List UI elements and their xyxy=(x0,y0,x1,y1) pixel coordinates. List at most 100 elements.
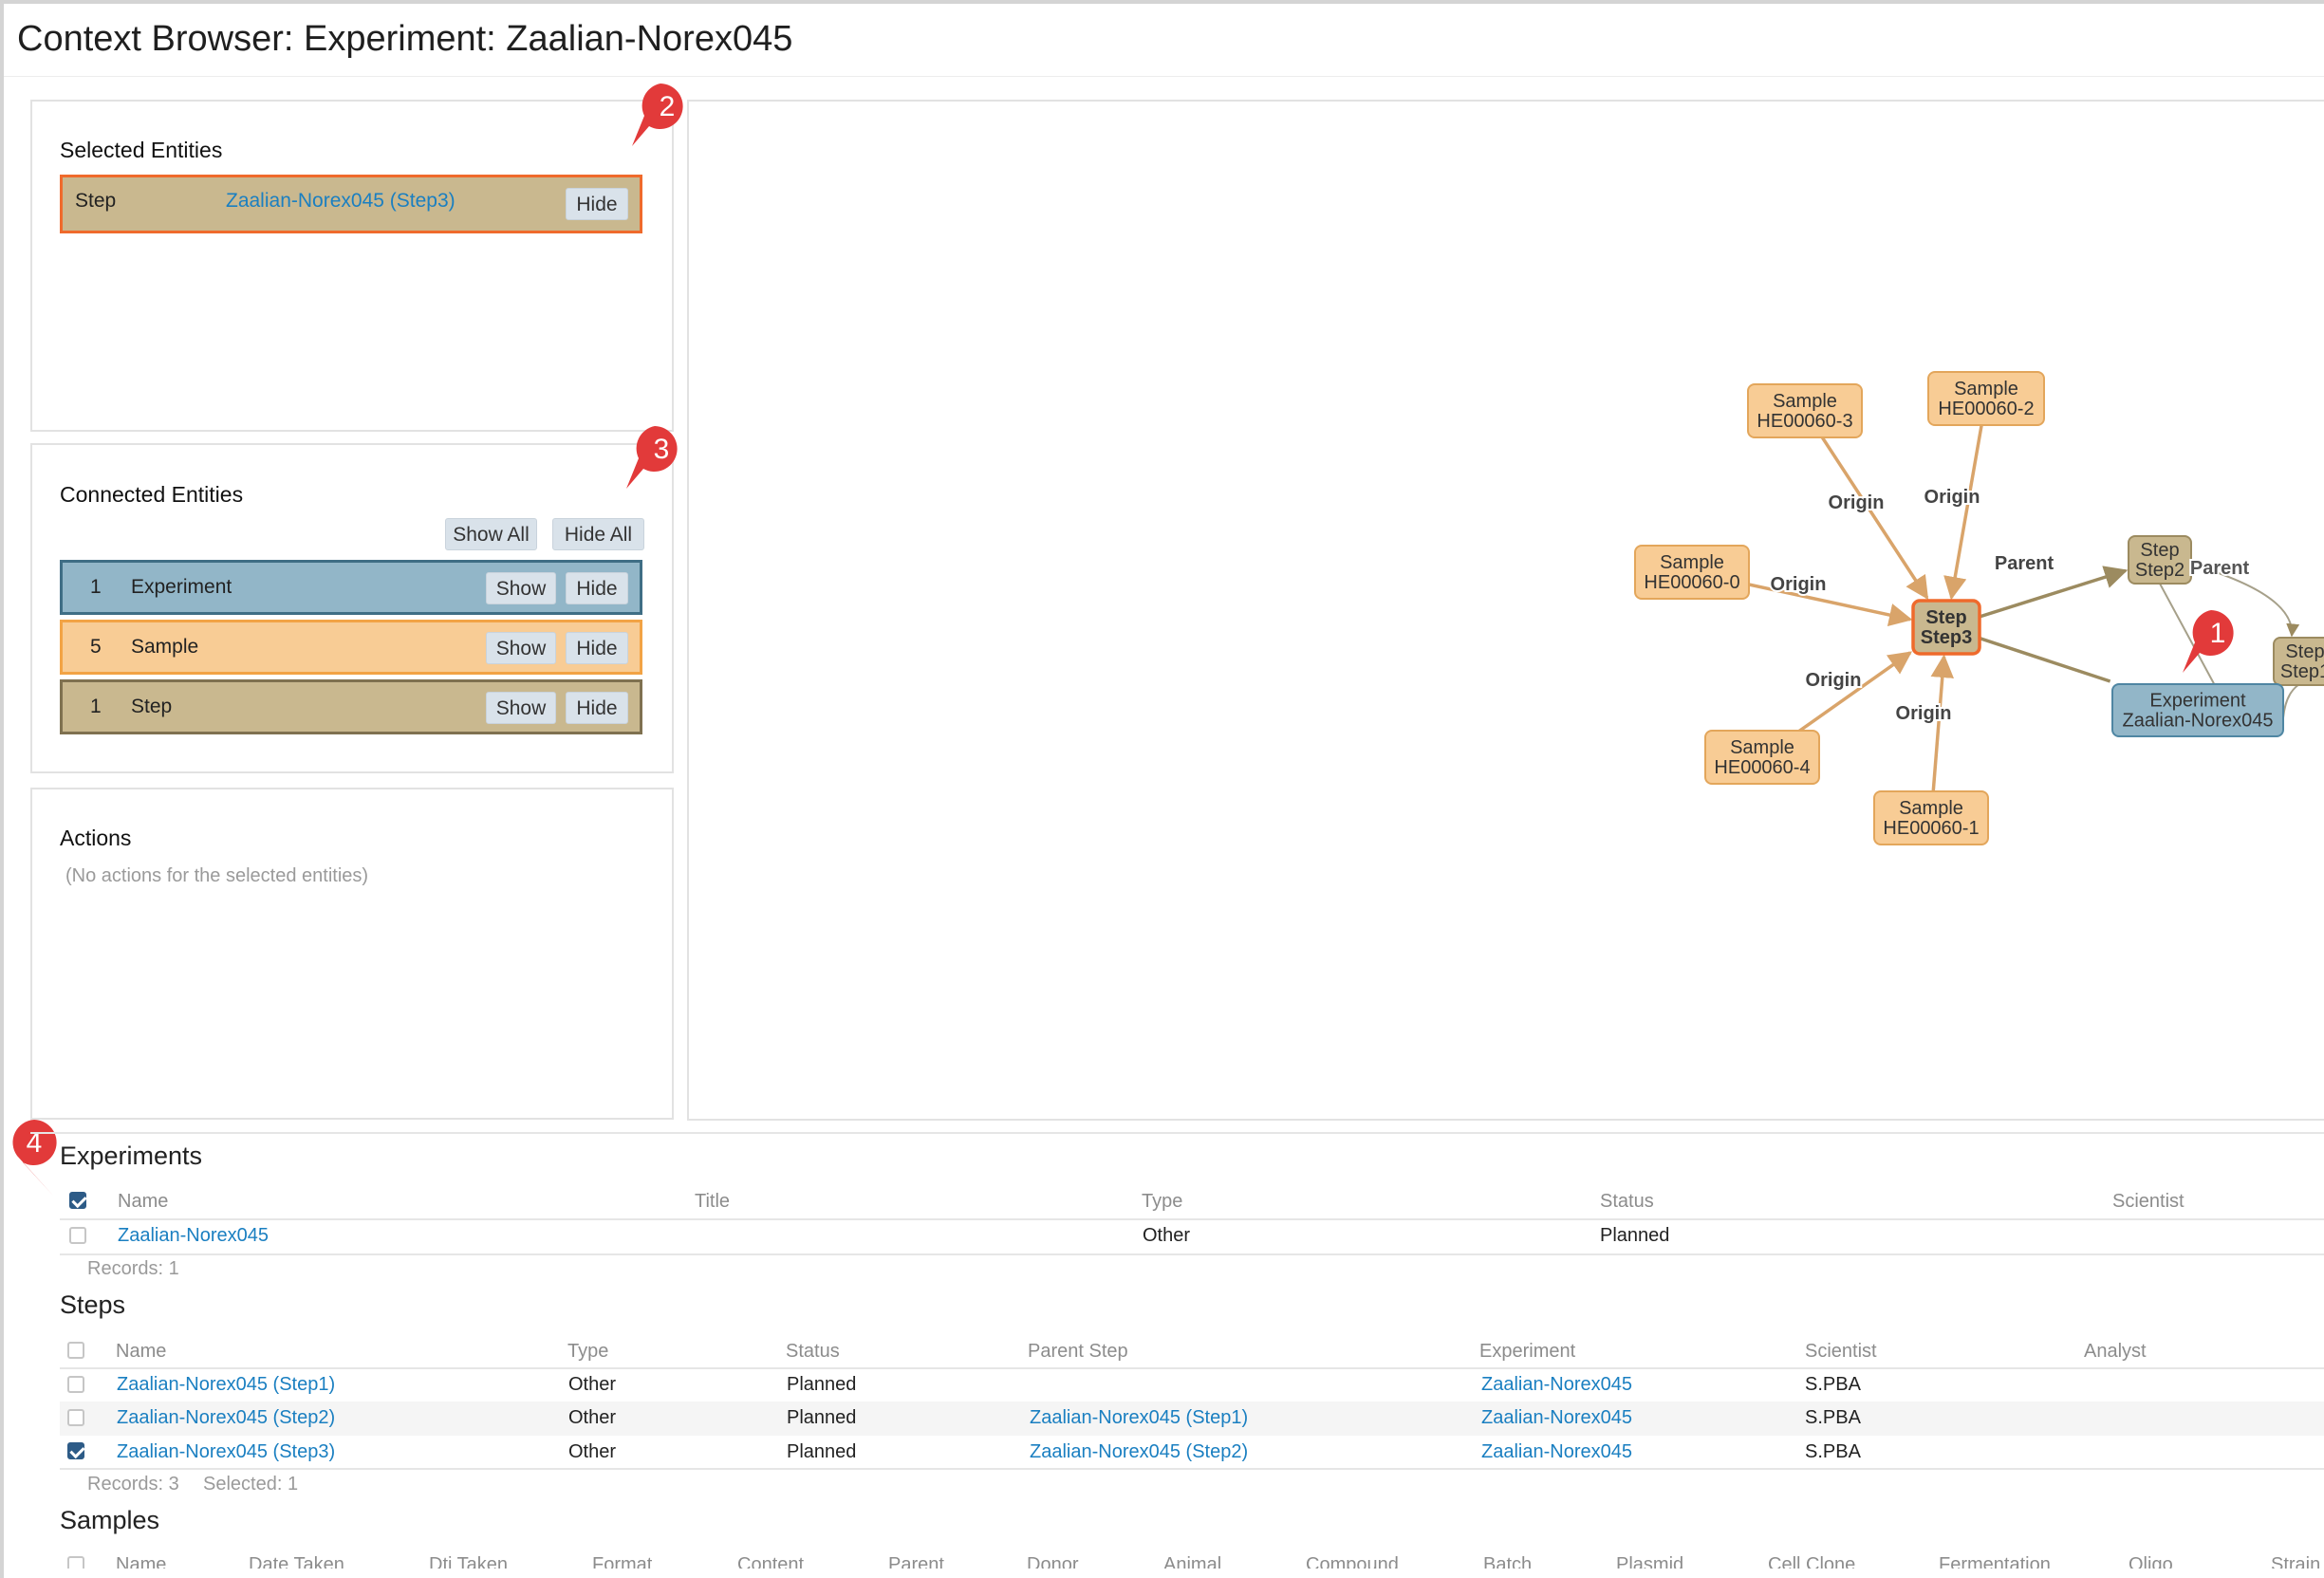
graph-node-box[interactable] xyxy=(1747,383,1863,438)
samples-grid-title: Samples xyxy=(60,1506,160,1534)
graph-node-box[interactable] xyxy=(2128,535,2192,585)
step-experiment-link[interactable]: Zaalian-Norex045 xyxy=(1481,1441,1632,1462)
samples-col-cell-clone[interactable]: Cell Clone xyxy=(1768,1554,1856,1569)
samples-col-compound[interactable]: Compound xyxy=(1306,1554,1399,1569)
steps-col-scientist[interactable]: Scientist xyxy=(1805,1341,1877,1362)
show-sample-button[interactable]: Show xyxy=(486,632,556,664)
steps-col-name[interactable]: Name xyxy=(116,1341,167,1362)
graph-node-box[interactable] xyxy=(1634,545,1750,600)
step-status: Planned xyxy=(787,1441,857,1462)
graph-node-name: HE00060-0 xyxy=(1644,572,1739,593)
samples-col-content[interactable]: Content xyxy=(737,1554,805,1569)
step-row-checkbox[interactable] xyxy=(67,1409,84,1426)
steps-col-status[interactable]: Status xyxy=(786,1341,840,1362)
steps-grid-title: Steps xyxy=(60,1290,126,1319)
selected-entity-row[interactable]: Step Zaalian-Norex045 (Step3) xyxy=(60,175,642,233)
hide-all-button[interactable]: Hide All xyxy=(552,518,644,550)
samples-col-animal[interactable]: Animal xyxy=(1163,1554,1222,1569)
samples-select-all-checkbox[interactable] xyxy=(67,1556,84,1569)
experiments-grid-title: Experiments xyxy=(60,1142,203,1170)
graph-node-type: Sample xyxy=(1660,552,1724,573)
hide-experiment-button[interactable]: Hide xyxy=(566,572,628,604)
show-experiment-button[interactable]: Show xyxy=(486,572,556,604)
samples-col-batch[interactable]: Batch xyxy=(1483,1554,1533,1569)
steps-selected-count: Selected: 1 xyxy=(203,1474,299,1494)
samples-col-fermentation[interactable]: Fermentation xyxy=(1939,1554,2051,1569)
steps-select-all-checkbox[interactable] xyxy=(67,1342,84,1359)
edge-step2-step1-parent xyxy=(2191,564,2300,638)
graph-node-box[interactable] xyxy=(2273,637,2324,686)
experiments-col-type[interactable]: Type xyxy=(1142,1191,1183,1212)
graph-node-box[interactable] xyxy=(1911,599,1981,656)
samples-col-dti-taken[interactable]: Dti Taken xyxy=(429,1554,509,1569)
actions-panel xyxy=(30,788,674,1120)
window-top-border xyxy=(0,0,2324,4)
hide-sample-button[interactable]: Hide xyxy=(566,632,628,664)
step-row-checkbox[interactable] xyxy=(67,1376,84,1393)
samples-col-donor[interactable]: Donor xyxy=(1027,1554,1079,1569)
samples-col-strain[interactable]: Strain xyxy=(2271,1554,2321,1569)
graph-node-type: Experiment xyxy=(2149,691,2246,712)
dialog-header xyxy=(4,4,2324,77)
samples-col-oligo[interactable]: Oligo xyxy=(2129,1554,2173,1569)
edge-label-parent: Parent xyxy=(2190,558,2250,579)
connected-entities-title: Connected Entities xyxy=(60,482,244,507)
show-all-button[interactable]: Show All xyxy=(445,518,537,550)
step-experiment-link[interactable]: Zaalian-Norex045 xyxy=(1481,1374,1632,1395)
experiments-select-all-checkbox[interactable] xyxy=(69,1192,86,1209)
graph-node-step1[interactable]: StepStep1 xyxy=(2273,637,2324,686)
show-step-button[interactable]: Show xyxy=(486,692,556,724)
graph-node-box[interactable] xyxy=(2111,683,2284,737)
samples-col-format[interactable]: Format xyxy=(592,1554,653,1569)
callout-number: 1 xyxy=(2210,618,2226,649)
selected-hide-button[interactable]: Hide xyxy=(566,188,628,220)
steps-row-divider xyxy=(60,1468,2324,1470)
selected-entities-panel xyxy=(30,100,674,432)
experiments-col-title[interactable]: Title xyxy=(695,1191,731,1212)
samples-col-parent[interactable]: Parent xyxy=(888,1554,944,1569)
graph-node-box[interactable] xyxy=(1927,371,2045,426)
steps-header-divider xyxy=(60,1367,2324,1369)
graph-node-name: HE00060-3 xyxy=(1757,411,1852,432)
graph-node-name: Zaalian-Norex045 xyxy=(2123,711,2274,732)
step-row-1[interactable] xyxy=(60,1369,2324,1402)
step-name-link[interactable]: Zaalian-Norex045 (Step2) xyxy=(117,1407,336,1428)
step-name-link[interactable]: Zaalian-Norex045 (Step1) xyxy=(117,1374,336,1395)
step-experiment-link[interactable]: Zaalian-Norex045 xyxy=(1481,1407,1632,1428)
samples-col-name[interactable]: Name xyxy=(116,1554,167,1569)
samples-col-date-taken[interactable]: Date Taken xyxy=(249,1554,344,1569)
callout-marker-4: 4 xyxy=(12,1120,57,1196)
steps-col-experiment[interactable]: Experiment xyxy=(1479,1341,1576,1362)
graph-node-name: Step1 xyxy=(2280,661,2324,682)
callout-number: 2 xyxy=(660,91,676,122)
step-parent-link[interactable]: Zaalian-Norex045 (Step1) xyxy=(1030,1407,1249,1428)
step-parent-link[interactable]: Zaalian-Norex045 (Step2) xyxy=(1030,1441,1249,1462)
experiments-col-name[interactable]: Name xyxy=(118,1191,169,1212)
experiment-name-link[interactable]: Zaalian-Norex045 xyxy=(118,1225,269,1246)
experiment-row-checkbox[interactable] xyxy=(69,1227,86,1244)
graph-node-box[interactable] xyxy=(1704,730,1820,785)
step-row-2[interactable] xyxy=(60,1402,2324,1436)
step-name-link[interactable]: Zaalian-Norex045 (Step3) xyxy=(117,1441,336,1462)
samples-col-plasmid[interactable]: Plasmid xyxy=(1616,1554,1684,1569)
hide-step-button[interactable]: Hide xyxy=(566,692,628,724)
selected-entity-link[interactable]: Zaalian-Norex045 (Step3) xyxy=(226,190,456,212)
experiments-col-status[interactable]: Status xyxy=(1600,1191,1654,1212)
steps-col-analyst[interactable]: Analyst xyxy=(2084,1341,2147,1362)
steps-col-parent-step[interactable]: Parent Step xyxy=(1028,1341,1128,1362)
graph-node-type: Step xyxy=(1925,607,1966,628)
context-graph[interactable]: StepStep3StepStep2StepStep1ExperimentZaa… xyxy=(689,102,2324,1119)
graph-node-box[interactable] xyxy=(1873,790,1989,845)
steps-col-type[interactable]: Type xyxy=(567,1341,609,1362)
step-row-checkbox[interactable] xyxy=(67,1442,84,1459)
experiments-col-scientist[interactable]: Scientist xyxy=(2112,1191,2185,1212)
graph-node-type: Step xyxy=(2285,641,2324,662)
